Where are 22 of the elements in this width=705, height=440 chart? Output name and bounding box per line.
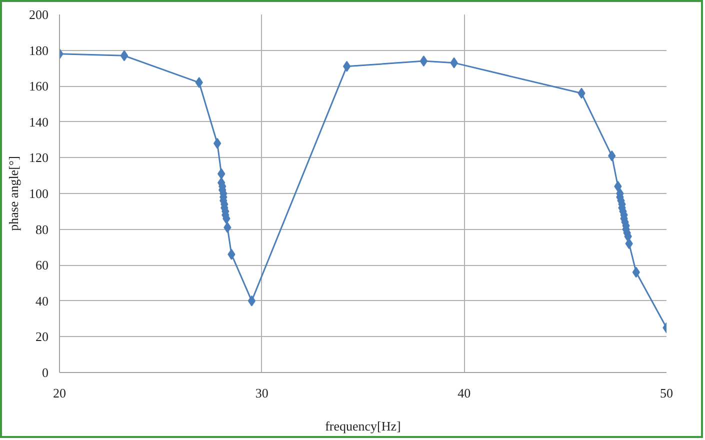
y-tick-label: 40 — [36, 293, 48, 308]
y-tick-label: 180 — [29, 42, 48, 58]
y-tick-label: 120 — [29, 150, 48, 166]
y-tick-label: 200 — [29, 7, 48, 22]
y-tick-label: 80 — [36, 222, 48, 237]
y-tick-label: 140 — [29, 114, 48, 130]
x-tick-label: 30 — [255, 386, 268, 400]
point — [342, 60, 351, 72]
y-axis-title: phase angle[°] — [6, 156, 21, 231]
y-tick-label: 20 — [36, 329, 48, 344]
point — [120, 50, 128, 62]
y-tick-label: 0 — [42, 365, 48, 380]
point — [248, 295, 256, 306]
y-tick-label: 160 — [29, 78, 48, 94]
point — [213, 138, 222, 149]
x-tick-label: 40 — [458, 386, 471, 400]
x-tick-label: 20 — [53, 386, 66, 400]
x-axis-title: frequency[Hz] — [325, 418, 401, 434]
point — [420, 56, 428, 67]
x-tick-label: 50 — [660, 386, 673, 400]
y-tick-label: 100 — [29, 186, 48, 201]
y-tick-label: 60 — [36, 258, 48, 273]
